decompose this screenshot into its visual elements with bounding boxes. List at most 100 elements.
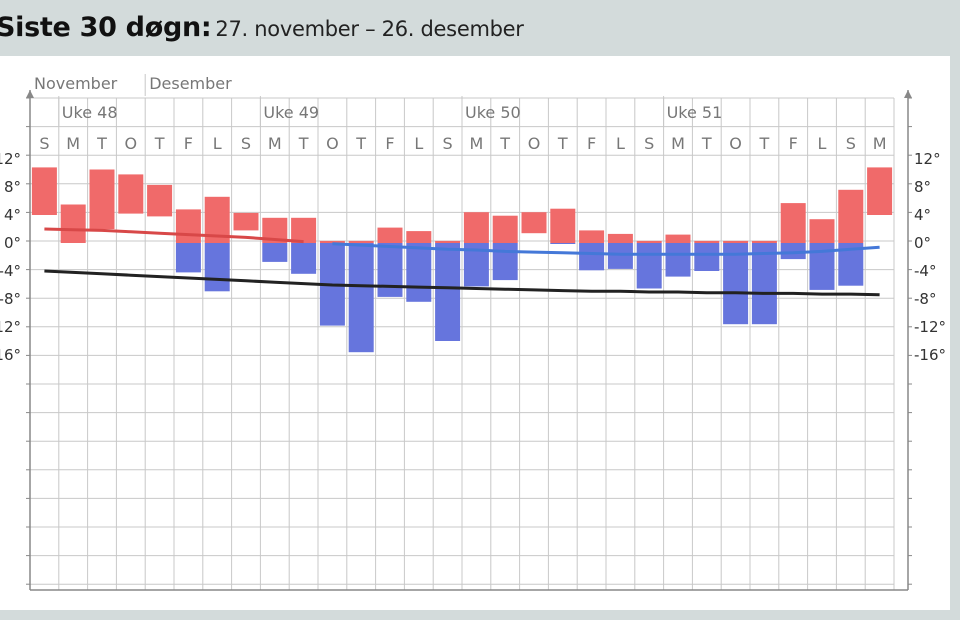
day-label: T	[557, 134, 568, 153]
y-tick-label-left: 8°	[4, 178, 21, 196]
bar-min	[780, 243, 806, 260]
day-label: O	[326, 134, 339, 153]
bar-max	[31, 167, 57, 215]
bar-min	[406, 243, 432, 302]
bar-max	[348, 240, 374, 243]
day-label: O	[125, 134, 138, 153]
bar-max	[636, 240, 662, 243]
y-tick-label-right: 8°	[914, 178, 931, 196]
day-label: F	[587, 134, 596, 153]
week-label: Uke 49	[263, 103, 319, 122]
bar-max	[463, 212, 489, 243]
bar-max	[147, 184, 173, 217]
day-label: L	[818, 134, 827, 153]
day-label: S	[39, 134, 49, 153]
bar-min	[607, 243, 633, 269]
bar-max	[233, 212, 259, 231]
bar-min	[291, 243, 317, 274]
y-tick-label-left: 0°	[4, 234, 21, 252]
month-label: Desember	[149, 74, 232, 93]
y-tick-label-right: -4°	[914, 262, 936, 280]
day-label: L	[616, 134, 625, 153]
day-label: F	[184, 134, 193, 153]
bar-max	[838, 189, 864, 243]
bar-max	[60, 204, 86, 243]
bar-min	[636, 243, 662, 289]
day-label: S	[846, 134, 856, 153]
temperature-chart: November Desember Uke 48 Uke 49 Uke 50 Uke 51…	[0, 74, 946, 591]
day-label: M	[268, 134, 282, 153]
day-label: T	[759, 134, 770, 153]
bar-max	[291, 217, 317, 243]
day-label: T	[701, 134, 712, 153]
y-tick-label-left: -16°	[0, 346, 21, 364]
bar-min	[435, 243, 461, 341]
normal-line	[44, 269, 880, 297]
bar-min	[694, 243, 720, 271]
y-tick-label-right: -16°	[914, 346, 946, 364]
day-label: S	[644, 134, 654, 153]
bar-min	[377, 243, 403, 297]
y-tick-label-left: 12°	[0, 150, 21, 168]
bar-max	[694, 240, 720, 243]
bar-max	[175, 209, 201, 243]
day-label: L	[414, 134, 423, 153]
week-label: Uke 48	[62, 103, 118, 122]
y-tick-label-left: -12°	[0, 318, 21, 336]
bar-max	[550, 208, 576, 243]
y-tick-label-right: 4°	[914, 206, 931, 224]
bar-max	[319, 240, 345, 243]
day-label: M	[66, 134, 80, 153]
bar-min	[550, 243, 576, 244]
y-tick-label-right: 0°	[914, 234, 931, 252]
bar-min	[262, 243, 288, 262]
day-label: T	[96, 134, 107, 153]
day-label: L	[213, 134, 222, 153]
bar-min	[204, 243, 230, 292]
header: Siste 30 døgn: 27. november – 26. desembe…	[0, 0, 960, 56]
bar-max	[665, 234, 691, 243]
bar-max	[579, 230, 605, 243]
y-tick-label-right: -8°	[914, 290, 936, 308]
chart-panel: November Desember Uke 48 Uke 49 Uke 50 Uke 51…	[0, 56, 950, 610]
bar-min	[723, 243, 749, 325]
y-tick-label-right: 12°	[914, 150, 941, 168]
bar-max	[780, 203, 806, 243]
y-tick-label-left: -4°	[0, 262, 21, 280]
day-label: S	[443, 134, 453, 153]
month-label: November	[34, 74, 118, 93]
axis-arrow-left	[26, 90, 34, 98]
page-title: Siste 30 døgn: 27. november – 26. desembe…	[0, 12, 524, 43]
bar-min	[175, 243, 201, 273]
bar-max	[435, 240, 461, 243]
bar-max	[809, 219, 835, 243]
y-tick-label-left: 4°	[4, 206, 21, 224]
axis-arrow-right	[904, 90, 912, 98]
bar-max	[867, 167, 893, 215]
y-tick-label-left: -8°	[0, 290, 21, 308]
week-label: Uke 51	[667, 103, 723, 122]
bar-min	[492, 243, 518, 281]
day-label: O	[528, 134, 541, 153]
day-label: T	[499, 134, 510, 153]
bar-max	[118, 174, 144, 214]
bar-max	[377, 227, 403, 243]
bar-max	[521, 212, 547, 234]
day-label: M	[469, 134, 483, 153]
bar-max	[492, 215, 518, 243]
bar-min	[348, 243, 374, 353]
day-label: S	[241, 134, 251, 153]
title-text: Siste 30 døgn:	[0, 12, 212, 43]
bar-max	[89, 169, 115, 229]
day-label: T	[355, 134, 366, 153]
day-label: T	[298, 134, 309, 153]
bar-max	[607, 233, 633, 243]
mean-line-warm	[44, 227, 304, 244]
day-label: T	[154, 134, 165, 153]
bar-max	[723, 240, 749, 243]
day-label: F	[789, 134, 798, 153]
day-label: M	[671, 134, 685, 153]
y-tick-label-right: -12°	[914, 318, 946, 336]
bar-min	[579, 243, 605, 271]
day-label: M	[873, 134, 887, 153]
